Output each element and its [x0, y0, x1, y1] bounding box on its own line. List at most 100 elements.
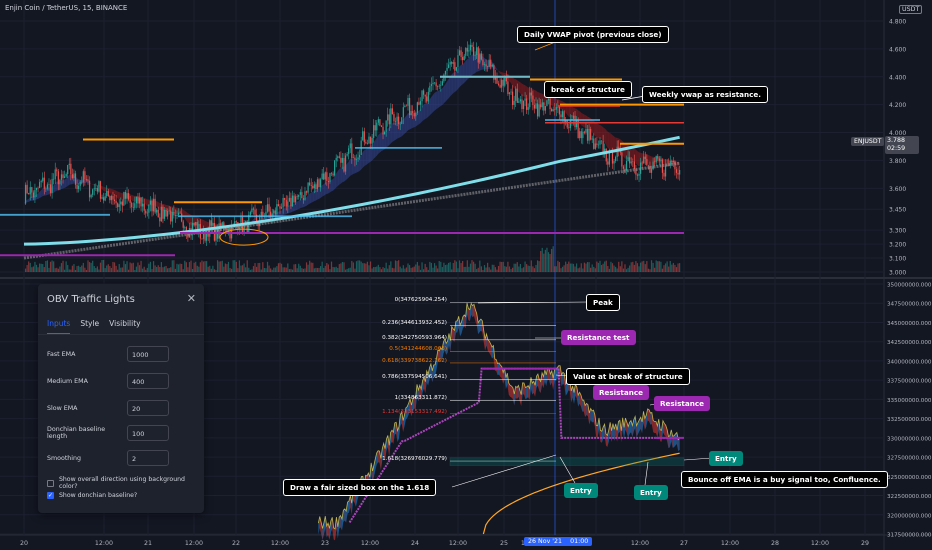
- bear-ribbon-segment: [109, 188, 112, 194]
- volume-bar: [295, 264, 297, 272]
- obv-fill-segment: [649, 409, 651, 425]
- candle-body: [290, 197, 292, 207]
- bull-ribbon-segment: [400, 121, 402, 138]
- fib-level-label: 0.786(337594506.641): [382, 374, 447, 381]
- volume-bar: [248, 267, 250, 272]
- volume-bar: [234, 260, 236, 272]
- volume-bar: [40, 263, 42, 272]
- bull-ribbon-segment: [314, 190, 316, 202]
- smoothing-input[interactable]: 2: [127, 450, 169, 466]
- bear-ribbon-segment: [614, 136, 616, 154]
- candle-body: [599, 140, 601, 145]
- bear-ribbon-segment: [537, 91, 540, 104]
- volume-bar: [597, 262, 600, 272]
- candle-body: [324, 172, 326, 180]
- candle-body: [600, 140, 603, 142]
- volume-bar: [416, 261, 418, 272]
- tab-inputs[interactable]: Inputs: [47, 319, 71, 335]
- bull-ribbon-segment: [361, 151, 363, 170]
- close-icon[interactable]: ✕: [186, 292, 196, 305]
- volume-bar: [398, 260, 400, 272]
- candle-body: [463, 55, 465, 61]
- candle-body: [547, 98, 550, 101]
- volume-bar: [526, 264, 528, 272]
- candle-body: [369, 136, 372, 144]
- candle-body: [354, 157, 356, 160]
- time-tick-label: 12:00: [631, 540, 649, 547]
- volume-bar: [329, 269, 331, 272]
- fast-ema-label: Fast EMA: [47, 350, 76, 358]
- obv-fill-segment: [664, 423, 666, 437]
- background-direction-checkbox[interactable]: Show overall direction using background …: [47, 476, 204, 490]
- bull-ribbon-segment: [281, 208, 284, 217]
- candle-body: [327, 180, 329, 183]
- candle-body: [113, 199, 116, 202]
- donchian-input[interactable]: 100: [127, 425, 169, 441]
- volume-bar: [632, 261, 634, 272]
- fast-ema-input[interactable]: 1000: [127, 346, 169, 362]
- obv-fill-segment: [390, 430, 393, 444]
- volume-bar: [354, 268, 356, 272]
- volume-bar: [497, 265, 500, 272]
- donchian-baseline-checkbox[interactable]: ✓ Show donchian baseline?: [47, 492, 137, 499]
- candle-body: [474, 54, 476, 56]
- medium-ema-input[interactable]: 400: [127, 373, 169, 389]
- obv-fill-segment: [550, 370, 552, 386]
- candle-body: [28, 193, 30, 195]
- tab-style[interactable]: Style: [80, 319, 100, 328]
- candle-body: [201, 238, 203, 240]
- volume-bar: [287, 263, 289, 272]
- volume-bar: [280, 263, 283, 272]
- candle-body: [344, 155, 347, 172]
- volume-bar: [558, 262, 561, 272]
- field-row-medium-ema: Medium EMA 400: [47, 373, 197, 389]
- symbol-header[interactable]: Enjin Coin / TetherUS, 15, BINANCE: [5, 4, 128, 12]
- volume-bar: [223, 266, 225, 272]
- medium-ema-label: Medium EMA: [47, 377, 88, 385]
- volume-bar: [630, 262, 632, 272]
- candle-body: [496, 76, 498, 84]
- candle-body: [416, 102, 418, 113]
- bear-ribbon-segment: [92, 184, 95, 186]
- slow-ema-input[interactable]: 20: [127, 400, 169, 416]
- candle-body: [515, 88, 517, 101]
- candle-body: [385, 120, 387, 132]
- volume-bar: [668, 266, 670, 272]
- obv-fill-segment: [432, 364, 434, 383]
- bear-ribbon-segment: [603, 127, 605, 143]
- volume-bar: [419, 269, 422, 272]
- smoothing-label: Smoothing: [47, 454, 82, 462]
- volume-bar: [229, 267, 231, 272]
- candle-body: [101, 197, 103, 199]
- volume-bar: [672, 262, 674, 272]
- obv-fill-segment: [387, 435, 390, 457]
- candle-body: [276, 204, 278, 215]
- candle-body: [549, 98, 551, 110]
- obv-fill-segment: [514, 386, 516, 406]
- volume-bar: [572, 263, 575, 272]
- candle-body: [57, 171, 59, 185]
- bull-ribbon-segment: [28, 197, 31, 202]
- bull-ribbon-segment: [389, 124, 391, 146]
- obv-fill-segment: [536, 374, 538, 388]
- volume-bar: [466, 260, 468, 272]
- candle-body: [379, 119, 381, 126]
- bear-ribbon-segment: [191, 214, 193, 226]
- volume-bar: [59, 266, 61, 272]
- candle-body: [616, 146, 618, 158]
- osc-tick-label: 322500000.000: [887, 494, 932, 500]
- volume-bar: [355, 261, 358, 272]
- candle-body: [45, 188, 47, 190]
- volume-bar: [600, 265, 603, 272]
- bull-ribbon-segment: [417, 110, 419, 126]
- obv-fill-segment: [636, 422, 638, 438]
- candle-body: [302, 198, 305, 200]
- candle-body: [557, 107, 559, 108]
- bear-ribbon-segment: [201, 219, 204, 230]
- volume-bar: [93, 266, 95, 272]
- obv-fill-segment: [380, 448, 383, 470]
- candle-body: [430, 84, 433, 86]
- candle-body: [90, 194, 92, 198]
- tab-visibility[interactable]: Visibility: [109, 319, 141, 328]
- candle-body: [507, 81, 509, 95]
